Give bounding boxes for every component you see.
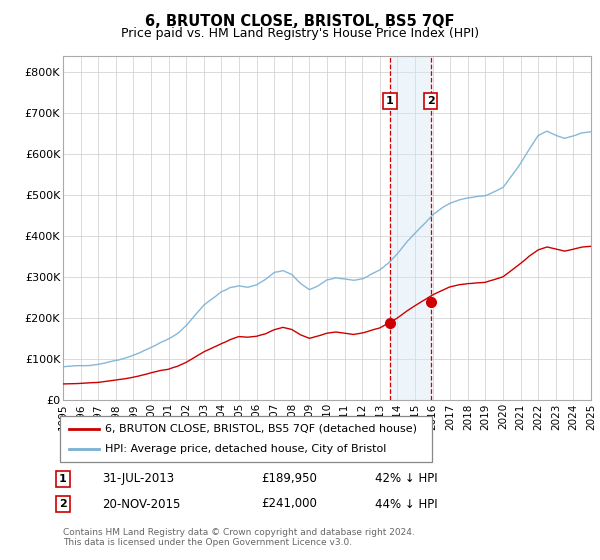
Text: 42% ↓ HPI: 42% ↓ HPI xyxy=(375,472,437,486)
Text: 44% ↓ HPI: 44% ↓ HPI xyxy=(375,497,437,511)
Text: 2: 2 xyxy=(59,499,67,509)
Text: 2: 2 xyxy=(427,96,435,106)
Text: 20-NOV-2015: 20-NOV-2015 xyxy=(102,497,181,511)
Text: 1: 1 xyxy=(386,96,394,106)
Text: 31-JUL-2013: 31-JUL-2013 xyxy=(102,472,174,486)
Text: £241,000: £241,000 xyxy=(261,497,317,511)
Text: 6, BRUTON CLOSE, BRISTOL, BS5 7QF: 6, BRUTON CLOSE, BRISTOL, BS5 7QF xyxy=(145,14,455,29)
Text: HPI: Average price, detached house, City of Bristol: HPI: Average price, detached house, City… xyxy=(105,444,386,454)
Text: Price paid vs. HM Land Registry's House Price Index (HPI): Price paid vs. HM Land Registry's House … xyxy=(121,27,479,40)
Bar xyxy=(390,56,431,400)
Text: 1: 1 xyxy=(59,474,67,484)
Text: Contains HM Land Registry data © Crown copyright and database right 2024.
This d: Contains HM Land Registry data © Crown c… xyxy=(63,528,415,547)
Text: 6, BRUTON CLOSE, BRISTOL, BS5 7QF (detached house): 6, BRUTON CLOSE, BRISTOL, BS5 7QF (detac… xyxy=(105,424,417,434)
Text: £189,950: £189,950 xyxy=(261,472,317,486)
